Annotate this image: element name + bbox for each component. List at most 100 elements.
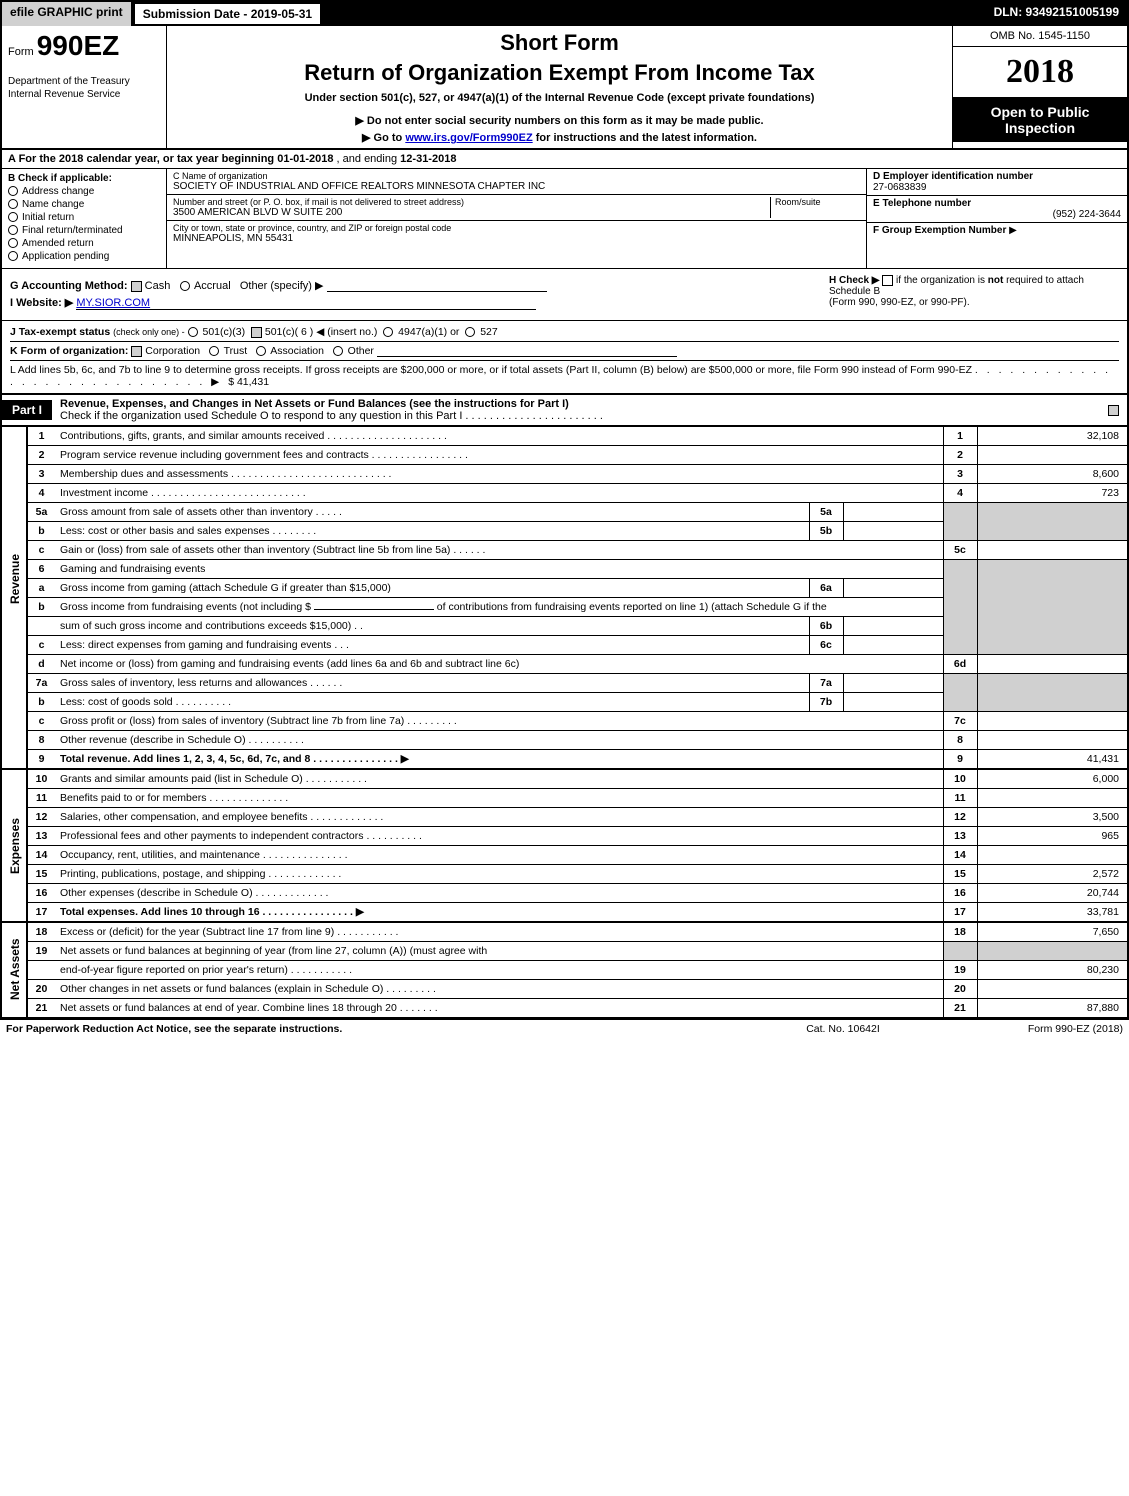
row-10-desc: Grants and similar amounts paid (list in… <box>55 769 943 789</box>
row-15-num: 15 <box>943 865 977 884</box>
row-5c: c Gain or (loss) from sale of assets oth… <box>2 541 1127 560</box>
side-revenue-2 <box>2 731 27 770</box>
row-4: 4 Investment income . . . . . . . . . . … <box>2 484 1127 503</box>
chk-corp[interactable] <box>131 346 142 357</box>
chk-4947[interactable] <box>383 327 393 337</box>
row-18: Net Assets 18 Excess or (deficit) for th… <box>2 922 1127 942</box>
topbar: efile GRAPHIC print Submission Date - 20… <box>2 2 1127 26</box>
row-6b-desc: sum of such gross income and contributio… <box>55 617 809 636</box>
chk-final-return[interactable]: Final return/terminated <box>8 225 160 236</box>
footer-left: For Paperwork Reduction Act Notice, see … <box>6 1023 743 1035</box>
chk-name-change[interactable]: Name change <box>8 199 160 210</box>
row-15-amt: 2,572 <box>977 865 1127 884</box>
form-number: 990EZ <box>37 30 120 61</box>
row-5a: 5a Gross amount from sale of assets othe… <box>2 503 1127 522</box>
row-6b-subval <box>843 617 943 636</box>
row-7b-sub: 7b <box>809 693 843 712</box>
row-5a-desc: Gross amount from sale of assets other t… <box>55 503 809 522</box>
chk-accrual[interactable] <box>180 281 190 291</box>
line-l-amount: $ 41,431 <box>228 376 269 388</box>
chk-address-change[interactable]: Address change <box>8 186 160 197</box>
chk-cash[interactable] <box>131 281 142 292</box>
chk-501c[interactable] <box>251 327 262 338</box>
row-17-num: 17 <box>943 903 977 923</box>
row-17-amt: 33,781 <box>977 903 1127 923</box>
row-2: 2 Program service revenue including gove… <box>2 446 1127 465</box>
chk-527[interactable] <box>465 327 475 337</box>
row-11: 11 Benefits paid to or for members . . .… <box>2 789 1127 808</box>
box-d: D Employer identification number 27-0683… <box>867 169 1127 196</box>
row-11-desc: Benefits paid to or for members . . . . … <box>55 789 943 808</box>
chk-amended-return[interactable]: Amended return <box>8 238 160 249</box>
row-6b-ln-blank <box>27 617 55 636</box>
box-b-title: B Check if applicable: <box>8 173 160 184</box>
row-7a-subval <box>843 674 943 693</box>
row-14-ln: 14 <box>27 846 55 865</box>
row-5ab-amt-shade <box>977 503 1127 541</box>
row-16: 16 Other expenses (describe in Schedule … <box>2 884 1127 903</box>
chk-initial-return[interactable]: Initial return <box>8 212 160 223</box>
box-c-street-label: Number and street (or P. O. box, if mail… <box>173 197 770 207</box>
open-public: Open to Public Inspection <box>953 98 1127 142</box>
row-19a-ln: 19 <box>27 942 55 961</box>
row-21-desc: Net assets or fund balances at end of ye… <box>55 999 943 1018</box>
chk-part-i[interactable] <box>1108 405 1119 416</box>
row-16-num: 16 <box>943 884 977 903</box>
row-4-ln: 4 <box>27 484 55 503</box>
part-i-chk <box>1108 404 1127 416</box>
chk-application-pending[interactable]: Application pending <box>8 251 160 262</box>
row-7c-num: 7c <box>943 712 977 731</box>
row-13-amt: 965 <box>977 827 1127 846</box>
line-i-val[interactable]: MY.SIOR.COM <box>76 297 536 310</box>
box-e-label: E Telephone number <box>873 198 1121 209</box>
note-goto-link[interactable]: www.irs.gov/Form990EZ <box>405 132 532 144</box>
form-title: Return of Organization Exempt From Incom… <box>175 60 944 86</box>
row-7a-ln: 7a <box>27 674 55 693</box>
row-2-desc: Program service revenue including govern… <box>55 446 943 465</box>
row-3: 3 Membership dues and assessments . . . … <box>2 465 1127 484</box>
line-k-other-input[interactable] <box>377 356 677 357</box>
line-g-other-input[interactable] <box>327 291 547 292</box>
row-6-amt-shade <box>977 560 1127 655</box>
line-a-text: A For the 2018 calendar year, or tax yea… <box>2 150 462 168</box>
chk-501c3[interactable] <box>188 327 198 337</box>
row-6b-blank[interactable] <box>314 609 434 610</box>
chk-assoc[interactable] <box>256 346 266 356</box>
row-15: 15 Printing, publications, postage, and … <box>2 865 1127 884</box>
row-7ab-amt-shade <box>977 674 1127 712</box>
chk-initial-return-label: Initial return <box>22 212 74 223</box>
chk-trust[interactable] <box>209 346 219 356</box>
row-20-desc: Other changes in net assets or fund bala… <box>55 980 943 999</box>
line-h-prefix: H Check ▶ <box>829 275 879 286</box>
row-18-desc: Excess or (deficit) for the year (Subtra… <box>55 922 943 942</box>
row-18-amt: 7,650 <box>977 922 1127 942</box>
row-21: 21 Net assets or fund balances at end of… <box>2 999 1127 1018</box>
line-j: J Tax-exempt status (check only one) - 5… <box>10 326 1119 338</box>
row-2-num: 2 <box>943 446 977 465</box>
row-1-desc: Contributions, gifts, grants, and simila… <box>55 427 943 446</box>
chk-h[interactable] <box>882 275 893 286</box>
row-7b-ln: b <box>27 693 55 712</box>
box-def: D Employer identification number 27-0683… <box>867 169 1127 268</box>
row-14-num: 14 <box>943 846 977 865</box>
row-11-amt <box>977 789 1127 808</box>
row-9-amt: 41,431 <box>977 750 1127 770</box>
row-19a-num-shade <box>943 942 977 961</box>
row-5b-ln: b <box>27 522 55 541</box>
row-4-desc: Investment income . . . . . . . . . . . … <box>55 484 943 503</box>
line-g-other: Other (specify) ▶ <box>240 280 324 292</box>
row-10: Expenses 10 Grants and similar amounts p… <box>2 769 1127 789</box>
part-i-title-text: Revenue, Expenses, and Changes in Net As… <box>60 398 569 410</box>
row-19b-ln <box>27 961 55 980</box>
box-f-arrow: ▶ <box>1009 225 1017 236</box>
line-j-sub: (check only one) - <box>113 327 185 337</box>
row-6b-sub: 6b <box>809 617 843 636</box>
row-5a-sub: 5a <box>809 503 843 522</box>
box-e: E Telephone number (952) 224-3644 <box>867 196 1127 223</box>
box-c-street: Number and street (or P. O. box, if mail… <box>167 195 866 221</box>
line-h-text1: if the organization is <box>896 275 988 286</box>
row-7b-desc: Less: cost of goods sold . . . . . . . .… <box>55 693 809 712</box>
chk-other-org[interactable] <box>333 346 343 356</box>
row-12-desc: Salaries, other compensation, and employ… <box>55 808 943 827</box>
row-17-desc: Total expenses. Add lines 10 through 16 … <box>55 903 943 923</box>
